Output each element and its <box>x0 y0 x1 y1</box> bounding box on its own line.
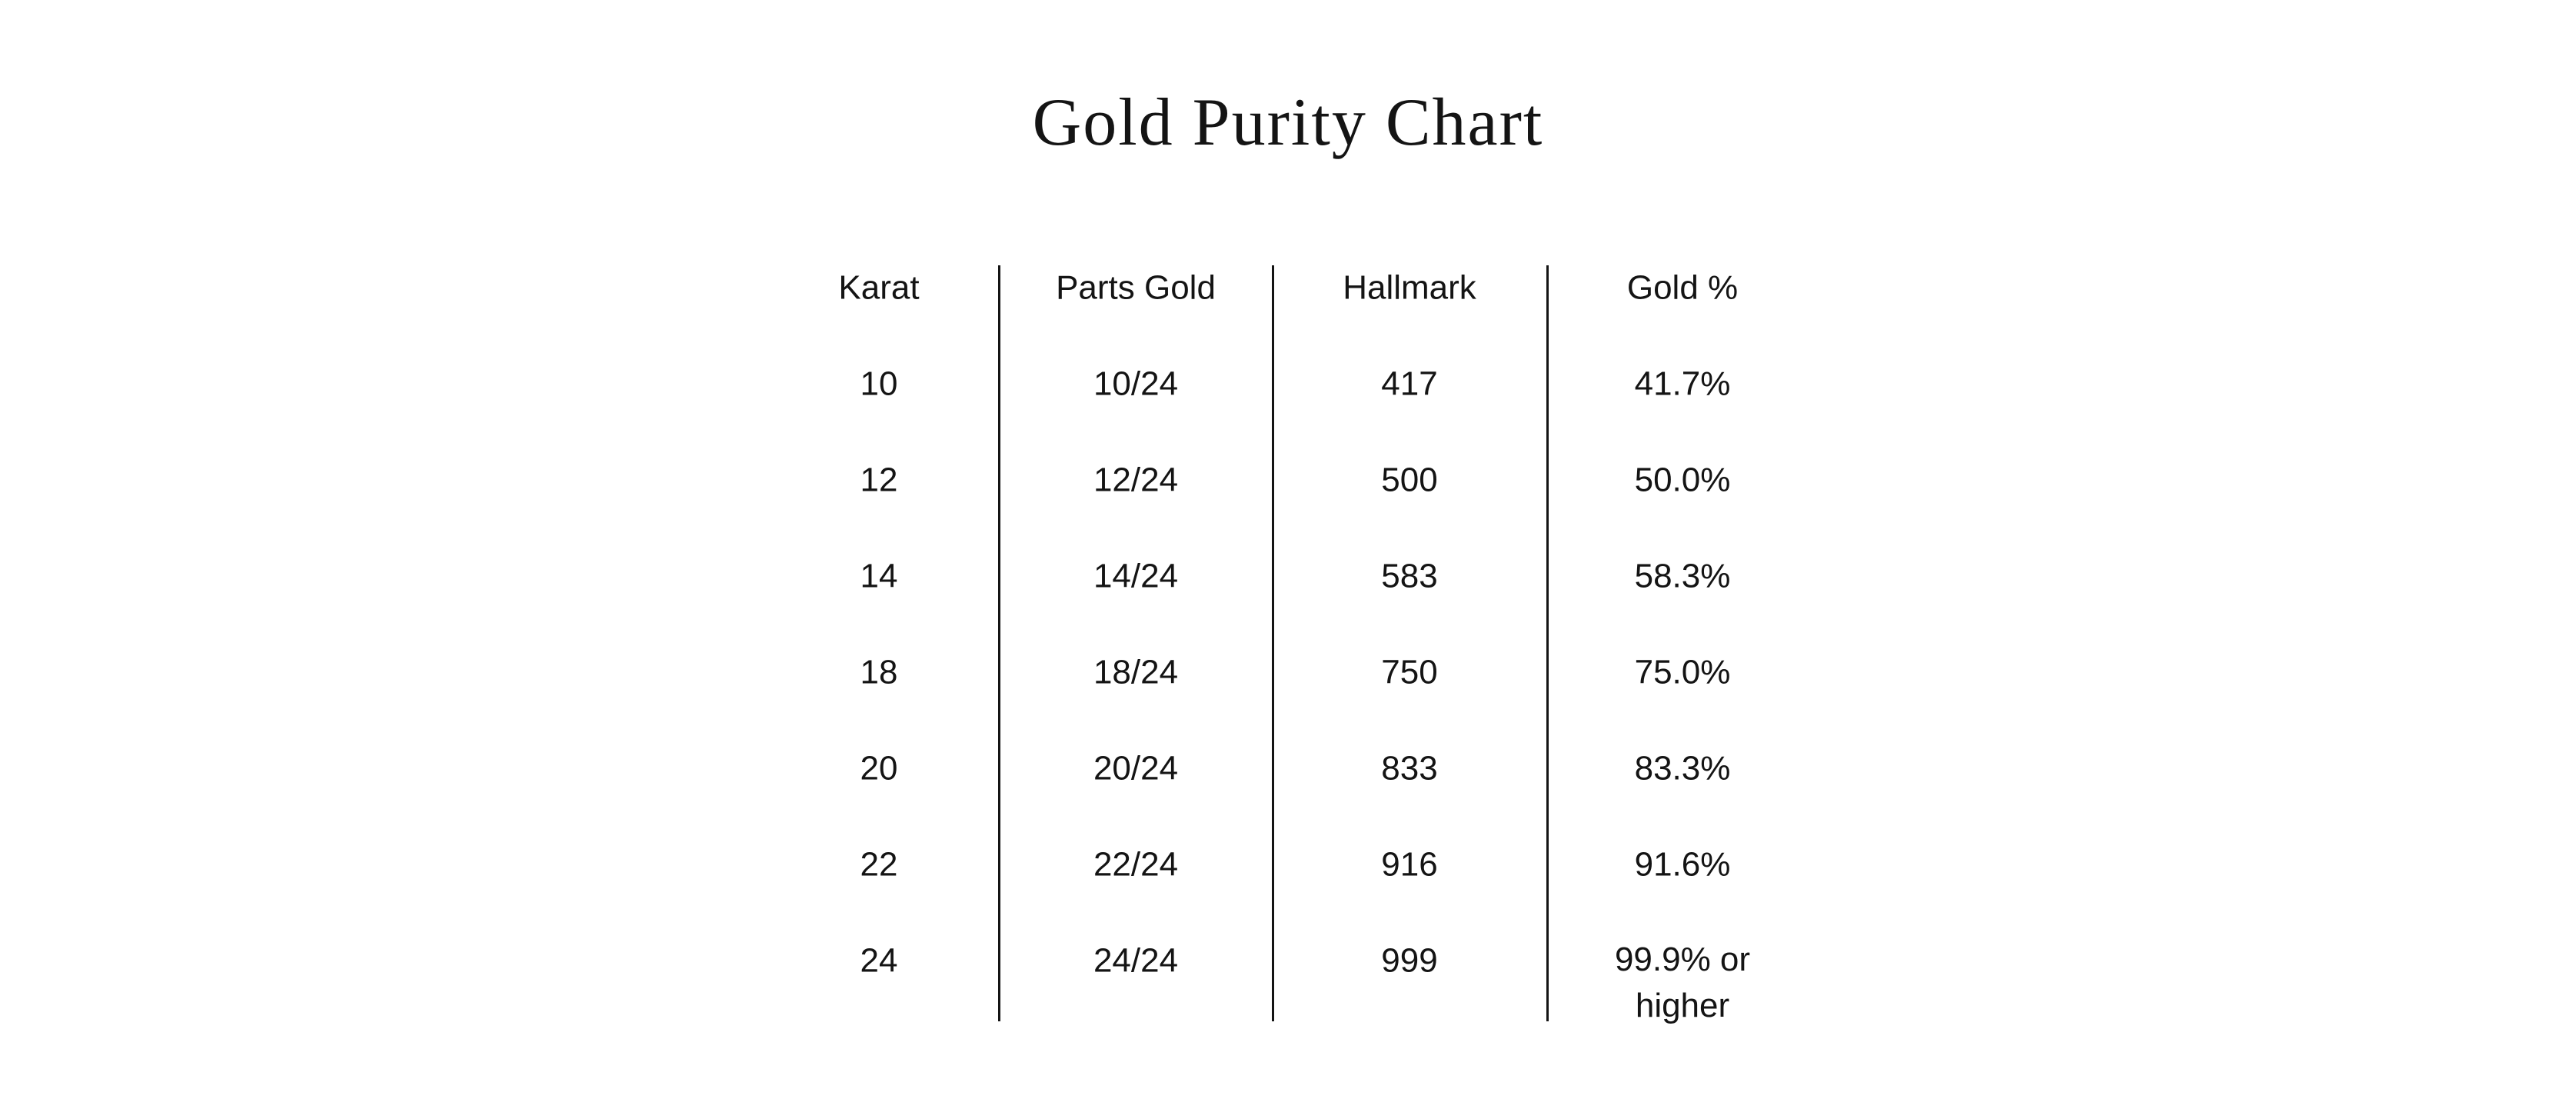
cell-parts-gold-row2: 12/24 <box>1093 461 1179 499</box>
cell-parts-gold-row4: 18/24 <box>1093 653 1179 691</box>
cell-gold-percent-row3: 58.3% <box>1634 557 1731 595</box>
cell-hallmark-row2: 500 <box>1381 461 1438 499</box>
cell-karat-row7: 24 <box>860 941 898 980</box>
cell-karat-row4: 18 <box>860 653 898 691</box>
column-divider <box>998 265 1000 1021</box>
cell-gold-percent-row4: 75.0% <box>1634 653 1731 691</box>
cell-hallmark-row4: 750 <box>1381 653 1438 691</box>
cell-hallmark-row5: 833 <box>1381 749 1438 788</box>
cell-parts-gold-row7: 24/24 <box>1093 941 1179 980</box>
cell-parts-gold-row5: 20/24 <box>1093 749 1179 788</box>
cell-gold-percent-row1: 41.7% <box>1634 365 1731 403</box>
column-header-parts-gold: Parts Gold <box>1056 268 1216 307</box>
column-header-hallmark: Hallmark <box>1343 268 1476 307</box>
cell-gold-percent-row6: 91.6% <box>1634 845 1731 884</box>
cell-karat-row6: 22 <box>860 845 898 884</box>
cell-gold-percent-row7: 99.9% or higher <box>1614 941 1751 1024</box>
cell-hallmark-row3: 583 <box>1381 557 1438 595</box>
cell-karat-row1: 10 <box>860 365 898 403</box>
column-header-karat: Karat <box>838 268 920 307</box>
cell-parts-gold-row1: 10/24 <box>1093 365 1179 403</box>
cell-karat-row2: 12 <box>860 461 898 499</box>
column-divider <box>1272 265 1274 1021</box>
column-header-gold-percent: Gold % <box>1626 268 1739 307</box>
cell-karat-row5: 20 <box>860 749 898 788</box>
cell-parts-gold-row3: 14/24 <box>1093 557 1179 595</box>
cell-hallmark-row6: 916 <box>1381 845 1438 884</box>
cell-gold-percent-row5: 83.3% <box>1634 749 1731 788</box>
cell-karat-row3: 14 <box>860 557 898 595</box>
cell-gold-percent-row2: 50.0% <box>1634 461 1731 499</box>
cell-hallmark-row7: 999 <box>1381 941 1438 980</box>
cell-hallmark-row1: 417 <box>1381 365 1438 403</box>
column-divider <box>1546 265 1549 1021</box>
cell-parts-gold-row6: 22/24 <box>1093 845 1179 884</box>
page-title: Gold Purity Chart <box>1032 85 1544 160</box>
